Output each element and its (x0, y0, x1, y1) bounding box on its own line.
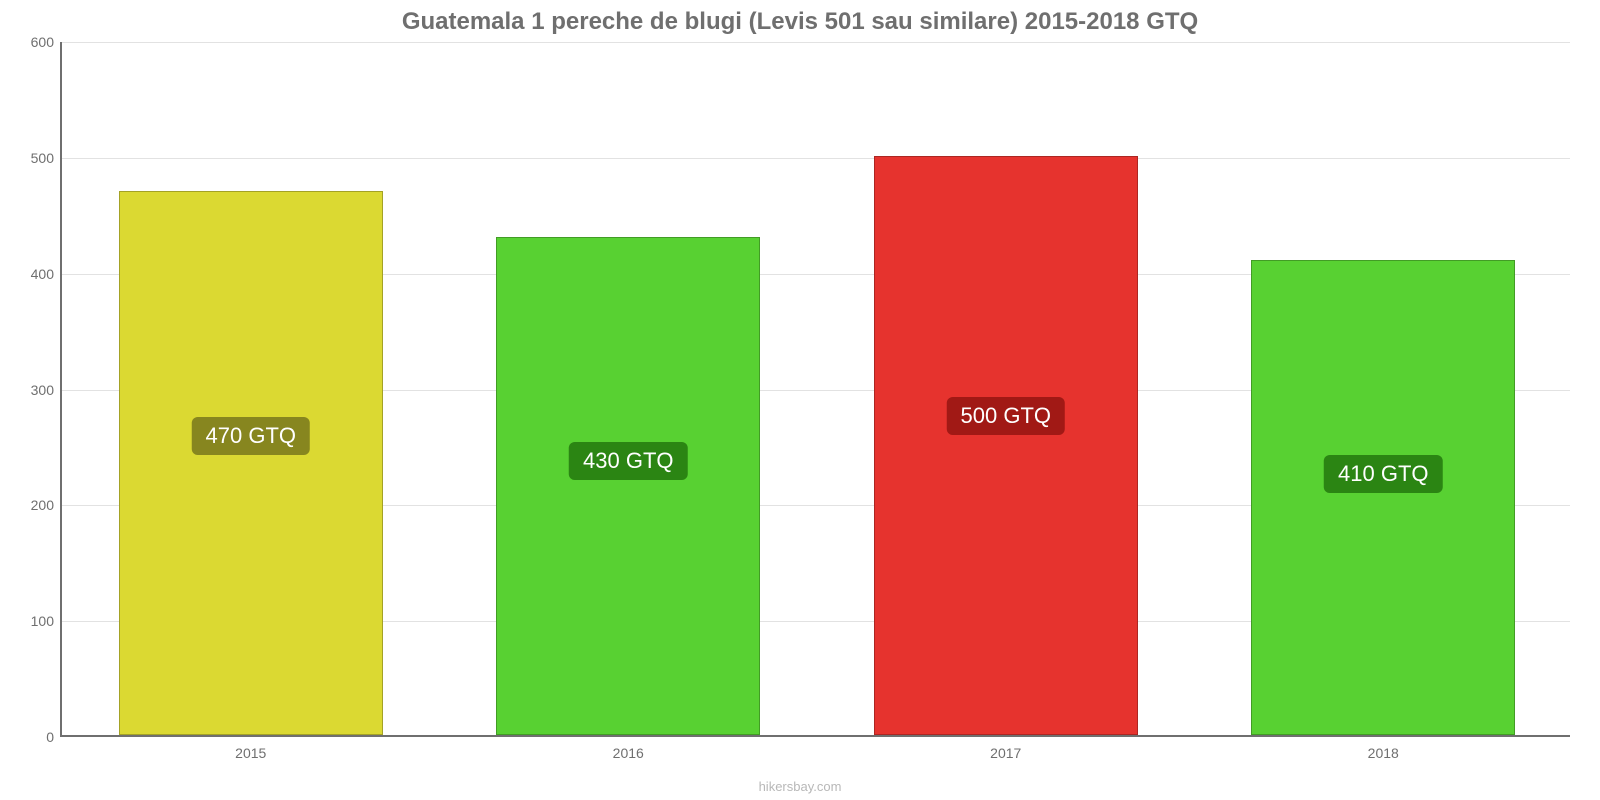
bar-chart: Guatemala 1 pereche de blugi (Levis 501 … (0, 0, 1600, 800)
bar-value-label: 410 GTQ (1324, 455, 1442, 493)
bar (874, 156, 1138, 735)
chart-title: Guatemala 1 pereche de blugi (Levis 501 … (0, 8, 1600, 36)
plot-area: 0100200300400500600470 GTQ2015430 GTQ201… (60, 42, 1570, 737)
bar-value-label: 430 GTQ (569, 442, 687, 480)
bar (1251, 260, 1515, 735)
ytick-label: 400 (31, 266, 54, 282)
xtick-label: 2016 (613, 745, 644, 761)
bar-value-label: 470 GTQ (192, 417, 310, 455)
gridline (62, 42, 1570, 43)
ytick-label: 500 (31, 150, 54, 166)
ytick-label: 300 (31, 382, 54, 398)
xtick-label: 2015 (235, 745, 266, 761)
bar (496, 237, 760, 735)
credit-text: hikersbay.com (0, 779, 1600, 794)
ytick-label: 600 (31, 34, 54, 50)
xtick-label: 2018 (1368, 745, 1399, 761)
ytick-label: 0 (46, 729, 54, 745)
bar-value-label: 500 GTQ (947, 397, 1065, 435)
gridline (62, 158, 1570, 159)
ytick-label: 100 (31, 613, 54, 629)
ytick-label: 200 (31, 497, 54, 513)
bar (119, 191, 383, 735)
xtick-label: 2017 (990, 745, 1021, 761)
